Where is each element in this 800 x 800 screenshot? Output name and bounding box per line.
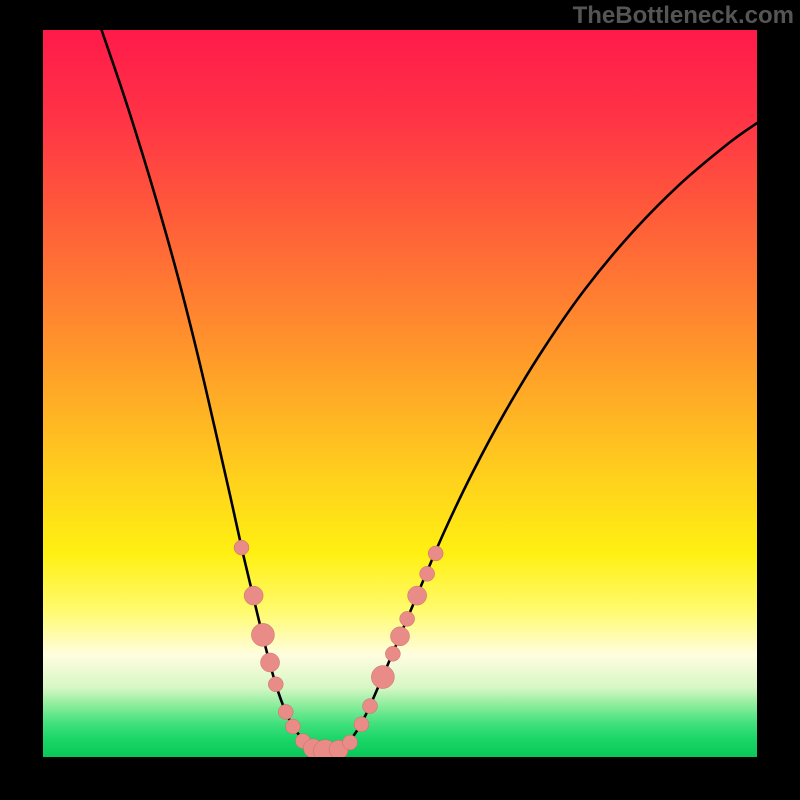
- marker-point: [251, 623, 274, 646]
- chart-svg: [0, 0, 800, 800]
- chart-container: TheBottleneck.com: [0, 0, 800, 800]
- marker-point: [278, 704, 293, 719]
- marker-point: [354, 717, 369, 732]
- marker-point: [234, 540, 249, 555]
- marker-point: [244, 586, 263, 605]
- marker-point: [408, 586, 427, 605]
- marker-point: [420, 566, 435, 581]
- marker-point: [385, 646, 400, 661]
- marker-point: [428, 546, 443, 561]
- marker-point: [363, 699, 378, 714]
- marker-point: [285, 719, 300, 734]
- attribution-text: TheBottleneck.com: [573, 2, 794, 30]
- marker-point: [400, 611, 415, 626]
- marker-point: [343, 735, 358, 750]
- marker-point: [268, 677, 283, 692]
- marker-point: [391, 627, 410, 646]
- plot-background: [43, 30, 757, 757]
- marker-point: [261, 653, 280, 672]
- marker-point: [371, 666, 394, 689]
